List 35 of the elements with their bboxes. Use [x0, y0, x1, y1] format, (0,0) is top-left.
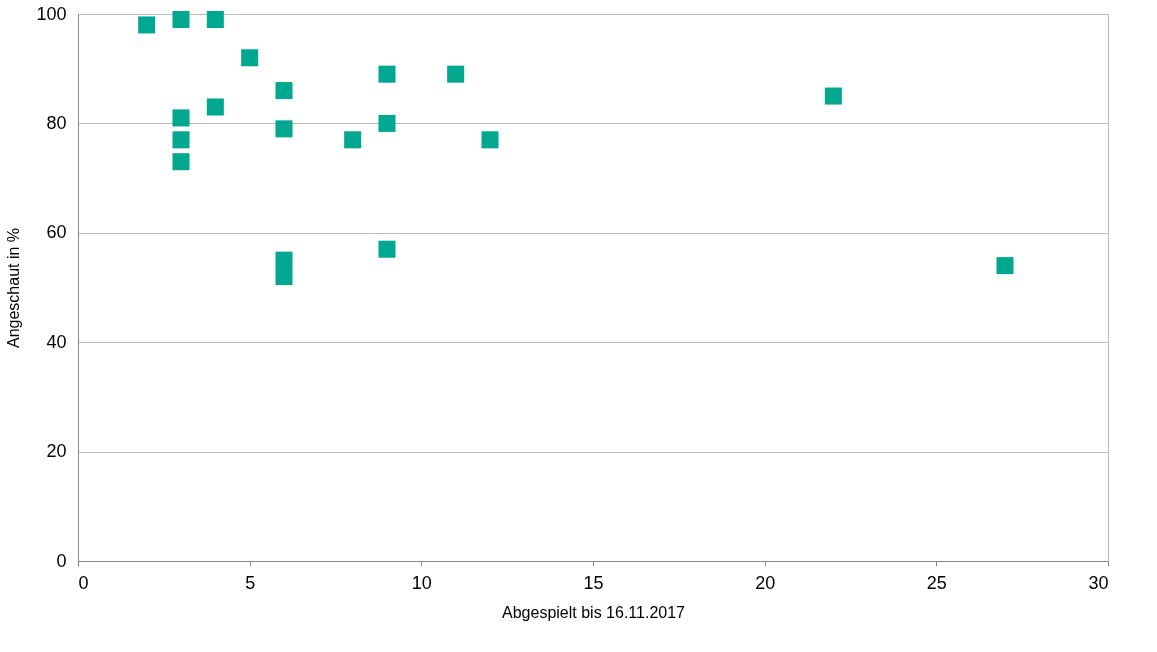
y-tick-label: 60: [46, 222, 67, 243]
point: [172, 131, 190, 149]
y-tick-label: 80: [46, 112, 67, 133]
point: [172, 10, 190, 28]
point: [447, 65, 465, 83]
y-tick-label: 0: [56, 550, 67, 571]
x-axis-title: Abgespielt bis 16.11.2017: [502, 603, 686, 621]
y-axis-title: Angeschaut in %: [5, 227, 23, 349]
y-tick-label: 20: [46, 441, 67, 462]
point: [275, 251, 293, 269]
point: [275, 268, 293, 286]
point: [824, 87, 842, 105]
x-tick-label: 15: [583, 572, 604, 593]
point: [206, 10, 224, 28]
point: [344, 131, 362, 149]
point: [172, 109, 190, 127]
point: [172, 153, 190, 171]
point: [378, 65, 396, 83]
x-tick-label: 10: [411, 572, 432, 593]
point: [275, 120, 293, 138]
x-tick-label: 20: [755, 572, 776, 593]
point: [138, 16, 156, 34]
point: [378, 114, 396, 132]
y-tick-label: 100: [36, 3, 67, 24]
point: [275, 82, 293, 100]
point: [206, 98, 224, 116]
point: [996, 257, 1014, 275]
point: [378, 240, 396, 258]
y-tick-label: 40: [46, 331, 67, 352]
x-tick-label: 25: [926, 572, 947, 593]
x-tick-label: 30: [1088, 572, 1109, 593]
x-tick-label: 0: [78, 572, 89, 593]
point: [241, 49, 259, 67]
point: [481, 131, 499, 149]
x-tick-label: 5: [245, 572, 256, 593]
